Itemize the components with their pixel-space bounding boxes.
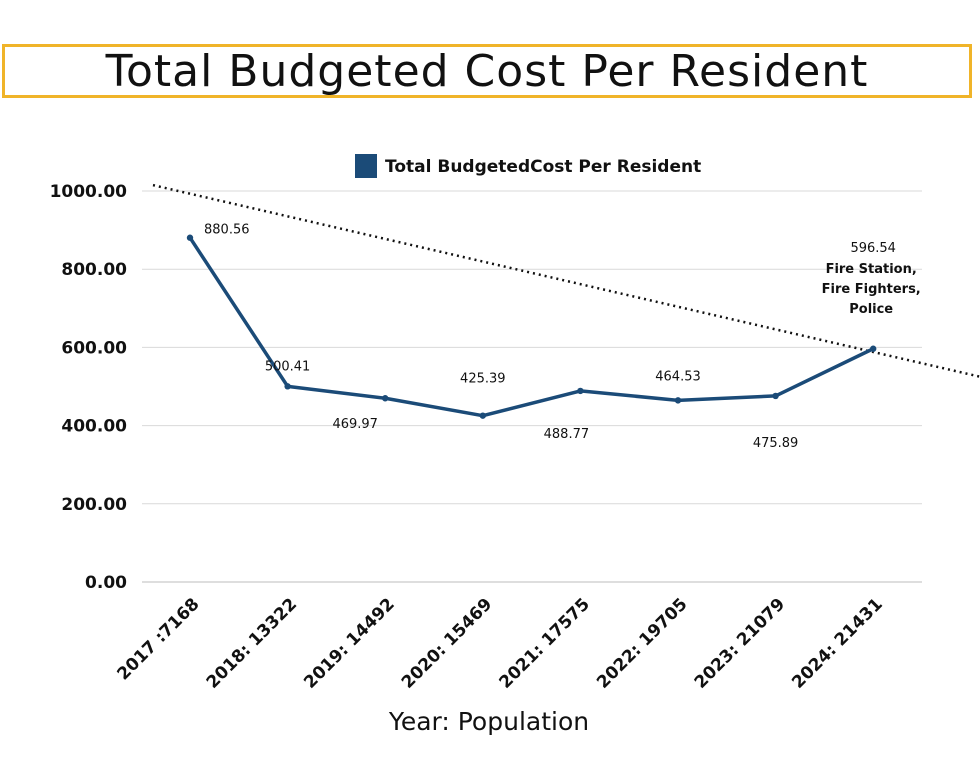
title-box: Total Budgeted Cost Per Resident <box>2 44 972 98</box>
series-line <box>188 235 875 418</box>
x-axis-label: Year: Population <box>388 707 589 736</box>
data-label: 475.89 <box>753 436 799 451</box>
data-point <box>577 387 584 395</box>
data-point <box>186 234 194 241</box>
x-tick-label: 2017 :7168 <box>113 594 203 684</box>
x-tick-label: 2020: 15469 <box>398 594 496 692</box>
data-point <box>284 383 291 390</box>
data-point <box>479 412 486 419</box>
y-tick-label: 200.00 <box>61 495 127 515</box>
data-label: 464.53 <box>655 369 701 384</box>
y-tick-label: 0.00 <box>85 573 127 593</box>
data-point <box>772 392 779 400</box>
data-label: 469.97 <box>332 417 378 432</box>
data-point <box>382 395 389 402</box>
x-tick-label: 2023: 21079 <box>691 594 789 692</box>
y-tick-label: 800.00 <box>61 260 127 280</box>
x-tick-label: 2018: 13322 <box>203 594 301 692</box>
data-label: 500.41 <box>265 359 311 374</box>
y-tick-label: 1000.00 <box>50 182 128 202</box>
x-tick-label: 2021: 17575 <box>496 594 594 692</box>
legend-swatch <box>355 154 377 178</box>
x-tick-label: 2022: 19705 <box>593 594 691 692</box>
x-tick-label: 2019: 14492 <box>300 594 398 692</box>
legend-label: Total BudgetedCost Per Resident <box>385 157 701 177</box>
annotation-line: Fire Fighters, <box>822 282 921 297</box>
y-tick-label: 400.00 <box>61 417 127 437</box>
annotation-line: Fire Station, <box>826 262 917 277</box>
data-label: 880.56 <box>204 223 250 238</box>
annotation-line: Police <box>849 302 893 317</box>
data-point <box>870 345 877 352</box>
y-tick-label: 600.00 <box>61 338 127 358</box>
data-point <box>674 397 682 404</box>
data-label: 488.77 <box>544 427 590 442</box>
page-title: Total Budgeted Cost Per Resident <box>105 45 869 97</box>
data-label: 425.39 <box>460 372 506 387</box>
x-tick-label: 2024: 21431 <box>788 594 886 692</box>
data-label: 596.54 <box>850 241 896 256</box>
